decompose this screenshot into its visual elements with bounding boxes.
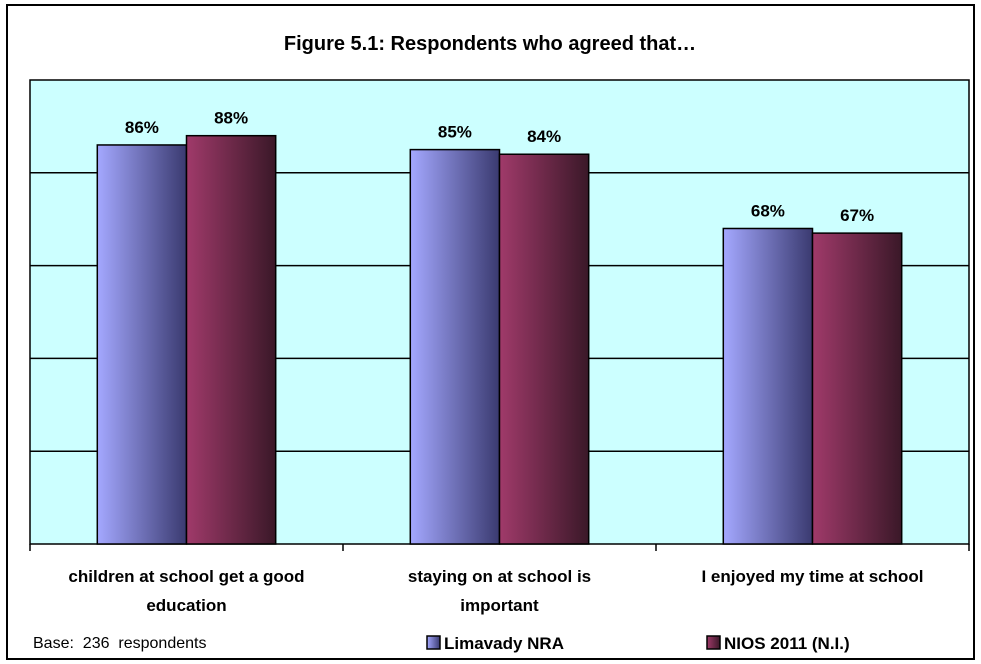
chart-title: Figure 5.1: Respondents who agreed that… (284, 33, 696, 55)
category-label: important (460, 596, 539, 615)
legend-swatch (706, 635, 721, 650)
category-label: education (146, 596, 226, 615)
bar-limavady-1 (409, 148, 501, 545)
legend-swatch (426, 635, 441, 650)
data-label: 86% (125, 118, 159, 137)
bar-nios-1 (498, 153, 590, 545)
legend-label: NIOS 2011 (N.I.) (724, 634, 850, 653)
bar-nios-0 (185, 134, 277, 545)
plot-area: 86% 88% children at school get a good educa… (29, 79, 970, 615)
data-label: 88% (214, 109, 248, 128)
legend: Limavady NRA NIOS 2011 (N.I.) (426, 634, 850, 653)
category-label: staying on at school is (408, 567, 591, 586)
data-label: 85% (438, 123, 472, 142)
bar-nios-2 (811, 232, 903, 545)
data-label: 84% (527, 127, 561, 146)
base-footnote: Base: 236 respondents (33, 635, 206, 652)
category-label: children at school get a good (68, 567, 304, 586)
bar-limavady-0 (96, 144, 188, 545)
data-label: 67% (840, 206, 874, 225)
legend-label: Limavady NRA (444, 634, 564, 653)
data-label: 68% (751, 201, 785, 220)
category-label: I enjoyed my time at school (701, 567, 923, 586)
bar-limavady-2 (722, 227, 814, 545)
